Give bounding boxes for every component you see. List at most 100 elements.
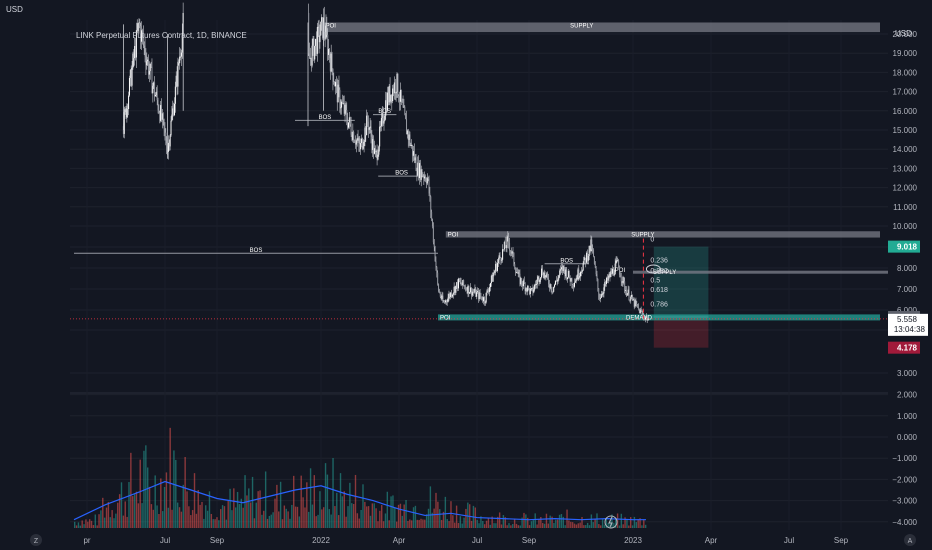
candle-body bbox=[332, 68, 334, 83]
price-tick-label: 14.000 bbox=[893, 145, 918, 154]
price-axis[interactable]: 20.000 19.000 18.000 17.000 16.000 15.000 14.0… bbox=[892, 30, 917, 527]
candle-body bbox=[466, 289, 468, 294]
candle-body bbox=[131, 67, 133, 86]
volume-bar bbox=[381, 505, 383, 528]
candle-body bbox=[464, 286, 466, 290]
candle-body bbox=[173, 103, 175, 116]
candle-body bbox=[498, 255, 500, 260]
candle-body bbox=[160, 105, 162, 120]
symbol-title: LINK Perpetual Futures Contract, 1D, BIN… bbox=[76, 31, 247, 40]
time-tick-label: Jul bbox=[784, 536, 794, 545]
candle-body bbox=[450, 292, 452, 298]
candle-body bbox=[562, 265, 564, 271]
volume-bar bbox=[158, 514, 160, 528]
volume-bar bbox=[416, 519, 418, 528]
volume-bar bbox=[291, 504, 293, 528]
candle-body bbox=[370, 126, 372, 137]
supply-line[interactable] bbox=[633, 270, 888, 274]
candle-body bbox=[150, 63, 152, 67]
candle-body bbox=[567, 270, 569, 278]
auto-scale-button[interactable]: A bbox=[904, 534, 916, 546]
candle-body bbox=[470, 287, 472, 293]
candle-body bbox=[406, 130, 408, 135]
candle-body bbox=[491, 275, 493, 282]
long-target-zone[interactable] bbox=[653, 246, 709, 317]
volume-bar bbox=[613, 522, 615, 528]
volume-bar bbox=[618, 525, 621, 528]
volume-bar bbox=[169, 427, 171, 528]
long-stop-zone[interactable] bbox=[653, 316, 709, 348]
candle-body bbox=[607, 277, 609, 281]
candle-body bbox=[446, 301, 448, 303]
candle-body bbox=[180, 52, 182, 57]
candle-body bbox=[170, 120, 172, 136]
volume-bar bbox=[560, 514, 563, 528]
volume-bar bbox=[431, 512, 433, 528]
volume-bar bbox=[141, 503, 143, 528]
replay-icon[interactable] bbox=[604, 515, 618, 529]
volume-bar bbox=[360, 509, 362, 528]
candle-body bbox=[596, 274, 598, 280]
candle-body bbox=[356, 140, 358, 141]
candle-body bbox=[600, 294, 602, 298]
volume-bar bbox=[442, 511, 445, 528]
volume-bar bbox=[570, 521, 572, 528]
volume-bar bbox=[311, 504, 314, 528]
volume-bar bbox=[513, 518, 516, 528]
volume-bar bbox=[616, 513, 619, 528]
candle-body bbox=[312, 38, 314, 46]
candle-body bbox=[576, 277, 578, 280]
volume-bar bbox=[497, 516, 499, 528]
candle-body bbox=[647, 318, 649, 321]
poi-zones[interactable]: POI SUPPLY POI SUPPLY POI DEMAND SUPPLY POI bbox=[323, 22, 888, 321]
price-tick-label: −1.000 bbox=[892, 454, 917, 463]
volume-bar bbox=[547, 523, 550, 528]
volume-bar bbox=[240, 498, 243, 528]
supply-line-label: SUPPLY bbox=[653, 270, 676, 276]
volume-bar bbox=[519, 525, 521, 528]
candle-body bbox=[324, 31, 326, 39]
zone-left-label: POI bbox=[448, 232, 459, 238]
candle-body bbox=[569, 277, 571, 282]
candle-body bbox=[330, 53, 332, 72]
time-axis[interactable]: pr Jul Sep 2022 Apr Jul Sep 2023 Apr Jul Sep bbox=[83, 536, 848, 545]
candle-body bbox=[389, 85, 391, 102]
volume-bar bbox=[598, 524, 600, 528]
volume-bar bbox=[343, 491, 345, 528]
candle-body bbox=[564, 269, 566, 277]
candle-body bbox=[399, 89, 401, 102]
candle-body bbox=[141, 30, 143, 42]
candle-body bbox=[478, 292, 480, 300]
zone-teal[interactable] bbox=[438, 314, 880, 321]
candle-body bbox=[178, 61, 180, 64]
candle-body bbox=[503, 241, 505, 250]
fib-anchor-handle[interactable] bbox=[645, 264, 661, 274]
volume-bar bbox=[465, 508, 467, 528]
volume-bar bbox=[236, 491, 239, 528]
candle-body bbox=[551, 290, 553, 292]
volume-bar bbox=[308, 511, 310, 528]
candle-body bbox=[452, 292, 454, 295]
volume-bar bbox=[126, 516, 128, 528]
candle-body bbox=[590, 239, 592, 251]
candle-body bbox=[426, 177, 428, 184]
candle-body bbox=[517, 272, 519, 274]
zone-gray[interactable] bbox=[323, 22, 881, 33]
candle-body bbox=[380, 126, 382, 128]
volume-bar bbox=[81, 520, 83, 528]
timezone-button[interactable]: Z bbox=[30, 534, 42, 546]
candle-body bbox=[126, 105, 128, 118]
candle-body bbox=[342, 103, 344, 104]
zone-gray[interactable] bbox=[445, 231, 880, 238]
candle-body bbox=[553, 286, 555, 292]
bos-lines[interactable]: BOS BOS BOS BOS BOS bbox=[74, 109, 589, 265]
candle-body bbox=[597, 279, 599, 289]
volume-bar bbox=[594, 518, 596, 528]
volume-bar bbox=[253, 518, 256, 528]
candle-body bbox=[479, 292, 481, 297]
candle-body bbox=[399, 100, 401, 102]
candle-body bbox=[616, 260, 618, 262]
